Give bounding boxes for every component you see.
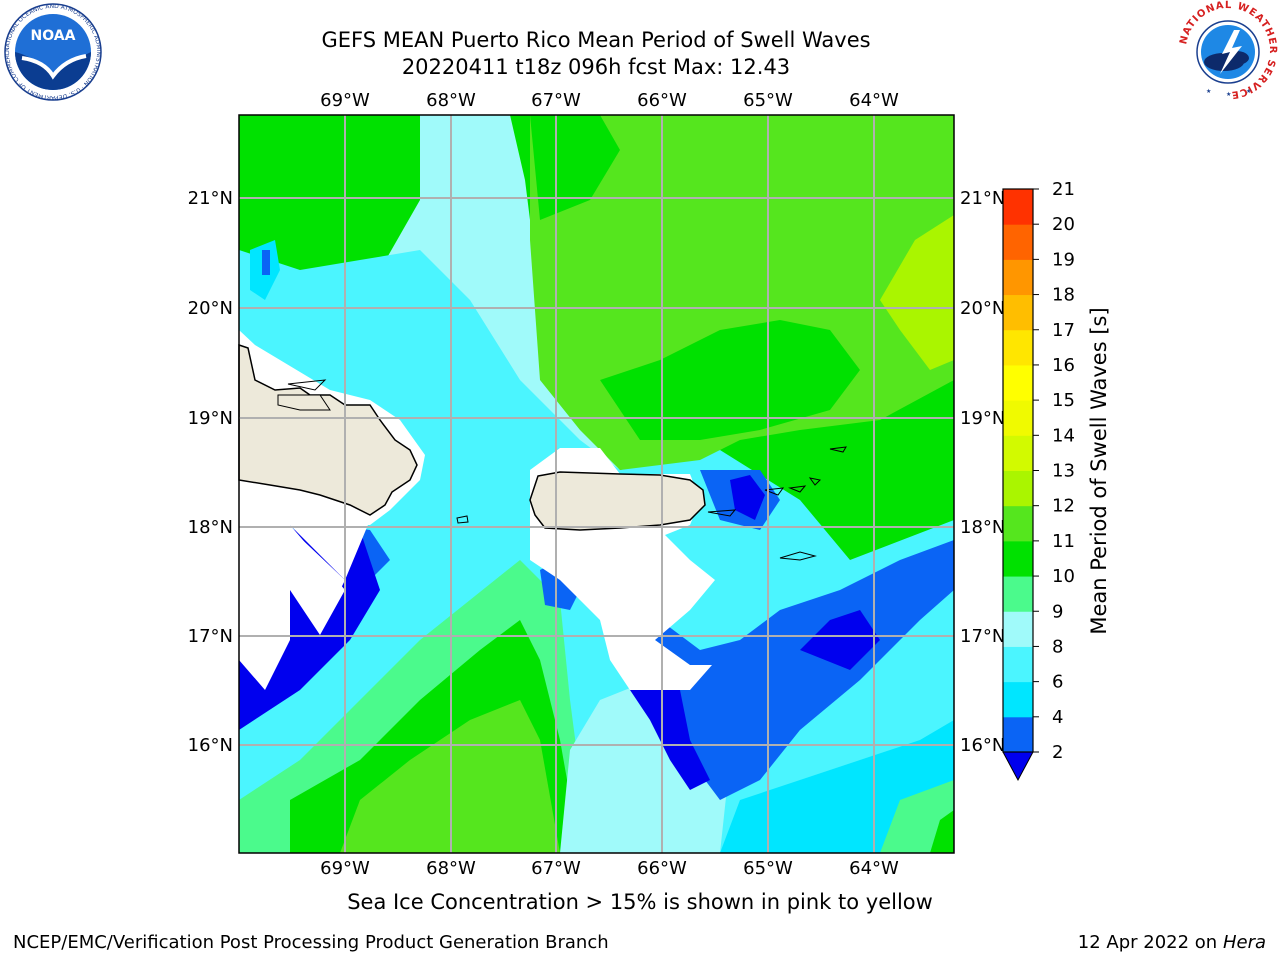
colorbar-tick-label: 13 [1052, 461, 1075, 482]
nws-logo: NATIONAL WEATHER SERVICE ★ ★ ★ [1176, 0, 1280, 104]
colorbar-bin [1003, 189, 1033, 225]
colorbar-bin [1003, 294, 1033, 331]
colorbar-bin [1003, 505, 1033, 542]
colorbar-tick-label: 10 [1052, 566, 1075, 587]
colorbar-bin [1003, 611, 1033, 647]
svg-text:NOAA: NOAA [31, 28, 76, 44]
colorbar-tick-label: 4 [1052, 707, 1063, 728]
colorbar-bin [1003, 646, 1033, 683]
lat-label: 20°N [188, 298, 233, 319]
footer-date-text: 12 Apr 2022 on [1077, 932, 1223, 953]
colorbar-tick-label: 20 [1052, 214, 1075, 235]
lon-label: 64°W [849, 858, 899, 879]
colorbar-tick-label: 16 [1052, 355, 1075, 376]
colorbar-bin [1003, 540, 1033, 577]
lon-labels-top: 69°W 68°W 67°W 66°W 65°W 64°W [320, 90, 899, 111]
lat-labels-left: 21°N 20°N 19°N 18°N 17°N 16°N [188, 188, 233, 756]
svg-text:★: ★ [1226, 91, 1231, 98]
chart-title: GEFS MEAN Puerto Rico Mean Period of Swe… [321, 28, 871, 52]
colorbar-tick-label: 15 [1052, 390, 1075, 411]
lat-label: 16°N [960, 735, 1005, 756]
colorbar-bin [1003, 681, 1033, 718]
footer-host: Hera [1222, 932, 1266, 953]
lon-label: 69°W [320, 858, 370, 879]
colorbar-bin [1003, 716, 1033, 753]
chart-subtitle: 20220411 t18z 096h fcst Max: 12.43 [401, 55, 791, 79]
lon-label: 66°W [637, 858, 687, 879]
colorbar: 2 4 6 8 9 10 11 12 13 14 15 16 17 18 19 20 21 [1002, 179, 1075, 782]
lon-label: 69°W [320, 90, 370, 111]
svg-text:★: ★ [1246, 88, 1251, 95]
colorbar-tick-label: 9 [1052, 601, 1063, 622]
colorbar-under-arrow [1002, 751, 1034, 782]
lat-label: 19°N [188, 408, 233, 429]
lon-label: 66°W [637, 90, 687, 111]
colorbar-tick-label: 6 [1052, 672, 1063, 693]
lon-label: 67°W [531, 90, 581, 111]
lon-label: 64°W [849, 90, 899, 111]
colorbar-tick-label: 18 [1052, 285, 1075, 306]
colorbar-bin [1003, 329, 1033, 366]
lat-label: 19°N [960, 408, 1005, 429]
lon-label: 68°W [426, 90, 476, 111]
footer-date: 12 Apr 2022 on Hera [1078, 932, 1266, 953]
lat-label: 21°N [960, 188, 1005, 209]
colorbar-tick-label: 2 [1052, 742, 1063, 763]
lon-label: 65°W [743, 90, 793, 111]
lat-label: 18°N [960, 517, 1005, 538]
lon-label: 67°W [531, 858, 581, 879]
colorbar-tick-label: 14 [1052, 425, 1075, 446]
colorbar-bin [1003, 224, 1033, 260]
map-frame [238, 114, 955, 854]
lat-label: 16°N [188, 735, 233, 756]
lon-labels-bottom: 69°W 68°W 67°W 66°W 65°W 64°W [320, 858, 899, 879]
svg-text:★: ★ [1206, 88, 1211, 95]
colorbar-tick-label: 17 [1052, 320, 1075, 341]
colorbar-bin [1003, 364, 1033, 401]
lat-label: 18°N [188, 517, 233, 538]
colorbar-bin [1003, 470, 1033, 507]
colorbar-tick-label: 8 [1052, 636, 1063, 657]
colorbar-bin [1003, 259, 1033, 296]
noaa-logo: NATIONAL OCEANIC AND ATMOSPHERIC ADMINIS… [0, 0, 104, 106]
gridlines [239, 115, 954, 853]
sea-ice-caption: Sea Ice Concentration > 15% is shown in … [347, 890, 933, 914]
colorbar-tick-label: 11 [1052, 531, 1075, 552]
footer-credit: NCEP/EMC/Verification Post Processing Pr… [13, 932, 609, 953]
lat-labels-right: 21°N 20°N 19°N 18°N 17°N 16°N [960, 188, 1005, 756]
lon-label: 65°W [743, 858, 793, 879]
lat-label: 21°N [188, 188, 233, 209]
colorbar-bin [1003, 400, 1033, 436]
colorbar-bin [1003, 576, 1033, 612]
lat-label: 20°N [960, 298, 1005, 319]
colorbar-tick-label: 19 [1052, 249, 1075, 270]
colorbar-tick-label: 21 [1052, 179, 1075, 200]
lat-label: 17°N [960, 626, 1005, 647]
colorbar-tick-label: 12 [1052, 496, 1075, 517]
lat-label: 17°N [188, 626, 233, 647]
colorbar-bin [1003, 435, 1033, 471]
lon-label: 68°W [426, 858, 476, 879]
colorbar-label: Mean Period of Swell Waves [s] [1087, 307, 1111, 634]
